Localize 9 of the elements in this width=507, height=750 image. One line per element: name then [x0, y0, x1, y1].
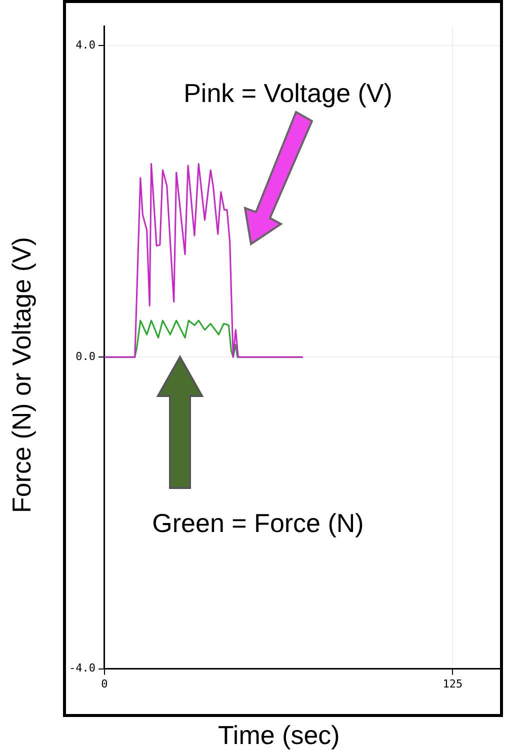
y-axis-title: Force (N) or Voltage (V) [6, 237, 38, 513]
y-tick-label: -4.0 [68, 662, 96, 675]
x-tick-label: 0 [101, 677, 108, 690]
annotation: Green = Force (N) [152, 508, 364, 539]
x-axis-title: Time (sec) [218, 720, 340, 750]
y-tick-label: 4.0 [76, 38, 96, 52]
annotation: Pink = Voltage (V) [184, 78, 392, 109]
y-tick-label: 0.0 [76, 350, 96, 363]
x-tick-label: 125 [442, 677, 463, 690]
